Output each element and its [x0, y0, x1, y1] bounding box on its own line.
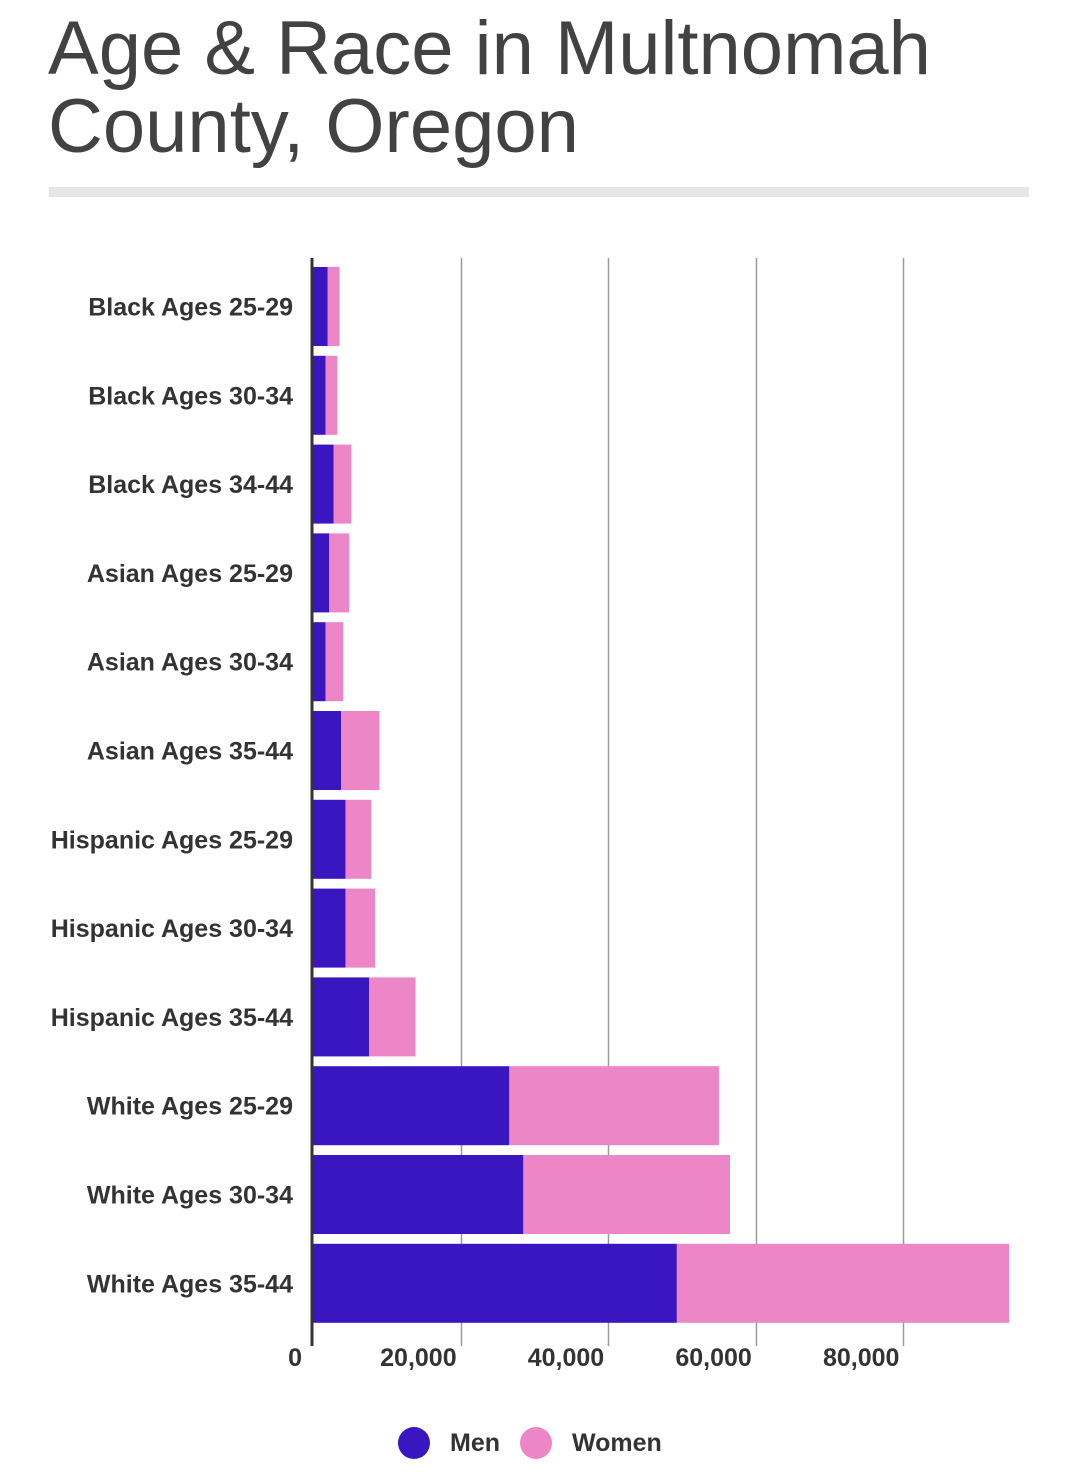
bar-men-3 — [313, 533, 330, 613]
category-label-4: Asian Ages 30-34 — [87, 649, 293, 677]
x-tick-label-4: 80,000 — [823, 1344, 899, 1372]
legend-label-women: Women — [572, 1428, 662, 1457]
category-label-7: Hispanic Ages 30-34 — [51, 915, 293, 943]
bar-women-10 — [523, 1155, 731, 1234]
bar-women-5 — [341, 711, 380, 790]
x-tick-label-1: 20,000 — [380, 1344, 456, 1372]
category-label-11: White Ages 35-44 — [87, 1270, 293, 1298]
legend: Men Women — [0, 1427, 1078, 1467]
bar-men-6 — [313, 799, 346, 879]
title-divider — [49, 187, 1029, 197]
bar-men-2 — [313, 444, 334, 524]
legend-item-women[interactable]: Women — [520, 1427, 662, 1459]
bar-men-1 — [313, 355, 326, 435]
bar-women-3 — [329, 533, 350, 613]
bar-women-7 — [345, 888, 375, 968]
chart-title: Age & Race in Multnomah County, Oregon — [48, 6, 931, 169]
bar-men-4 — [313, 622, 326, 702]
bar-men-7 — [313, 888, 346, 968]
bar-women-6 — [345, 799, 372, 879]
x-tick-label-2: 40,000 — [528, 1344, 604, 1372]
bar-men-5 — [313, 711, 342, 790]
bar-women-1 — [325, 355, 338, 435]
category-label-10: White Ages 30-34 — [87, 1182, 293, 1210]
bar-women-9 — [509, 1066, 719, 1146]
bar-women-11 — [676, 1243, 1009, 1323]
category-label-5: Asian Ages 35-44 — [87, 738, 293, 766]
bar-women-0 — [327, 267, 340, 346]
x-tick-label-3: 60,000 — [675, 1344, 751, 1372]
bar-men-9 — [313, 1066, 510, 1146]
bar-men-10 — [313, 1155, 524, 1234]
category-label-2: Black Ages 34-44 — [88, 471, 293, 499]
category-label-8: Hispanic Ages 35-44 — [51, 1004, 293, 1032]
bar-women-8 — [369, 977, 416, 1057]
category-label-1: Black Ages 30-34 — [88, 382, 293, 410]
x-tick-label-0: 0 — [288, 1344, 302, 1372]
category-label-9: White Ages 25-29 — [87, 1093, 293, 1121]
legend-item-men[interactable]: Men — [398, 1427, 500, 1459]
bar-men-8 — [313, 977, 370, 1057]
category-label-6: Hispanic Ages 25-29 — [51, 826, 293, 854]
legend-swatch-women — [520, 1427, 552, 1459]
bar-men-0 — [313, 267, 328, 346]
legend-swatch-men — [398, 1427, 430, 1459]
chart-area: Black Ages 25-29 Black Ages 30-34 Black Ag… — [51, 258, 1009, 1372]
legend-label-men: Men — [450, 1428, 500, 1457]
category-label-3: Asian Ages 25-29 — [87, 560, 293, 588]
bar-men-11 — [313, 1243, 677, 1323]
bar-women-2 — [333, 444, 352, 524]
bar-women-4 — [325, 622, 344, 702]
category-label-0: Black Ages 25-29 — [88, 294, 293, 322]
